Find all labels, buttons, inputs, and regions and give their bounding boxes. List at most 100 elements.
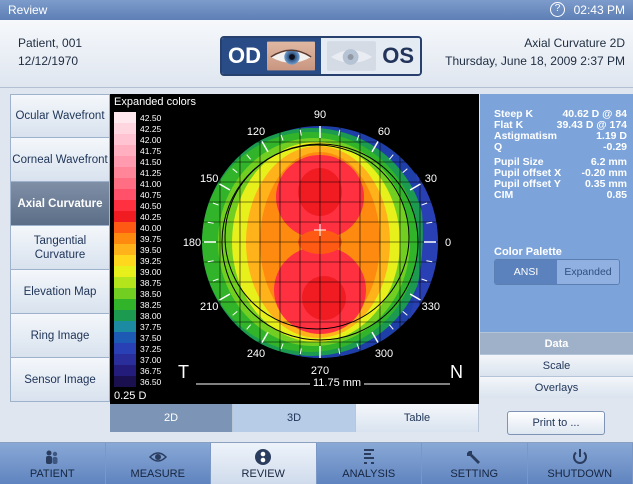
data-value: 39.43 D @ 174 (556, 119, 627, 131)
data-label: Pupil offset Y (494, 178, 561, 190)
tab-2d[interactable]: 2D (110, 404, 233, 432)
data-value: -0.20 mm (581, 167, 627, 179)
data-label: Q (494, 141, 503, 153)
right-eye-image (267, 41, 315, 71)
map-type-nav: Ocular Wavefront Corneal Wavefront Axial… (10, 94, 110, 404)
nav-label: Axial Curvature (17, 197, 103, 210)
nav-ocular-wavefront[interactable]: Ocular Wavefront (10, 94, 110, 138)
scale-swatch (114, 299, 136, 310)
help-icon[interactable]: ? (550, 2, 565, 17)
nav-review-label: REVIEW (241, 467, 285, 480)
angle-label: 270 (311, 365, 329, 377)
nav-label: Tangential Curvature (33, 234, 87, 261)
tab-overlays[interactable]: Overlays (480, 376, 633, 398)
minor-tick (373, 335, 378, 341)
patient-info: Patient, 001 12/12/1970 (18, 34, 82, 70)
people-icon (46, 450, 58, 464)
nav-label: Corneal Wavefront (12, 153, 108, 166)
wrench-icon (467, 450, 481, 464)
scale-swatch (114, 376, 136, 387)
nav-label: Ring Image (30, 329, 90, 342)
scale-step: 0.25 D (114, 390, 147, 402)
map-lobe-lower-core (302, 276, 346, 320)
nav-setting[interactable]: SETTING (422, 443, 528, 484)
scale-value: 37.75 (140, 322, 162, 332)
nav-label: Elevation Map (23, 285, 97, 298)
data-row: Flat K 39.43 D @ 174 (494, 119, 627, 131)
minor-tick (207, 221, 214, 224)
nav-corneal-wavefront[interactable]: Corneal Wavefront (10, 138, 110, 182)
power-icon (572, 448, 587, 464)
angle-label: 300 (375, 348, 393, 360)
angle-label: 0 (445, 237, 451, 249)
scale-swatch (114, 145, 136, 156)
tab-3d[interactable]: 3D (233, 404, 356, 432)
data-value: -0.29 (603, 141, 627, 153)
angle-label: 30 (425, 173, 437, 185)
palette-title: Color Palette (494, 246, 562, 258)
data-row: CIM 0.85 (494, 189, 627, 201)
tab-data[interactable]: Data (480, 332, 633, 354)
minor-tick (426, 260, 433, 263)
eye-os-button[interactable]: OS (321, 38, 420, 74)
minor-tick (262, 143, 267, 149)
scale-swatch (114, 310, 136, 321)
nav-sensor-image[interactable]: Sensor Image (10, 358, 110, 402)
minor-tick (232, 311, 238, 316)
minor-tick (212, 278, 219, 282)
print-button[interactable]: Print to ... (507, 411, 605, 435)
data-value: 1.19 D (596, 130, 627, 142)
minor-tick (389, 324, 394, 330)
minor-tick (389, 154, 394, 160)
data-label: Steep K (494, 108, 534, 120)
palette-ansi-button[interactable]: ANSI (495, 260, 557, 284)
nav-patient[interactable]: PATIENT (0, 443, 106, 484)
scale-swatch (114, 332, 136, 343)
nav-tangential-curvature[interactable]: Tangential Curvature (10, 226, 110, 270)
scale-swatch (114, 200, 136, 211)
scale-title: Expanded colors (114, 96, 196, 108)
view-tabs: 2D 3D Table (110, 404, 479, 432)
nav-shutdown[interactable]: SHUTDOWN (527, 443, 633, 484)
scale-swatch (114, 365, 136, 376)
tab-scale[interactable]: Scale (480, 354, 633, 376)
nav-analysis-label: ANALYSIS (342, 467, 396, 480)
nav-review[interactable]: REVIEW (211, 443, 317, 484)
nav-label: Ocular Wavefront (15, 110, 105, 122)
data-panel: Steep K 40.62 D @ 84 Flat K 39.43 D @ 174 As… (480, 94, 633, 332)
palette-expanded-button[interactable]: Expanded (557, 260, 619, 284)
nav-measure[interactable]: MEASURE (105, 443, 211, 484)
scale-swatch (114, 321, 136, 332)
nav-ring-image[interactable]: Ring Image (10, 314, 110, 358)
scale-value: 40.50 (140, 201, 162, 211)
minor-tick (221, 295, 227, 300)
map-circle (221, 143, 419, 341)
minor-tick (402, 311, 408, 316)
scale-value: 38.25 (140, 300, 162, 310)
minor-tick (356, 343, 360, 350)
nav-analysis[interactable]: ANALYSIS (316, 443, 422, 484)
minor-tick (299, 129, 302, 136)
eye-os-label: OS (382, 43, 414, 68)
topography-map[interactable]: Expanded colors 42.50 42.25 42.00 41.75 41.5… (110, 94, 479, 404)
scale-value: 40.25 (140, 212, 162, 222)
nav-axial-curvature[interactable]: Axial Curvature (10, 182, 110, 226)
scale-value: 41.75 (140, 146, 162, 156)
scale-swatch (114, 244, 136, 255)
main-nav: PATIENT MEASURE REVIEW ANALYSIS SETTING … (0, 442, 633, 484)
angle-label: 120 (247, 126, 265, 138)
eye-od-button[interactable]: OD (222, 38, 321, 74)
scale-value: 37.50 (140, 333, 162, 343)
nav-elevation-map[interactable]: Elevation Map (10, 270, 110, 314)
scale-value: 40.75 (140, 190, 162, 200)
scale-value: 37.00 (140, 355, 162, 365)
minor-tick (373, 143, 378, 149)
scale-swatch (114, 112, 136, 123)
tab-table[interactable]: Table (356, 404, 479, 432)
eye-od-label: OD (228, 43, 261, 68)
scale-value: 40.00 (140, 223, 162, 233)
title-bar: Review ? 02:43 PM (0, 0, 633, 20)
nav-shutdown-label: SHUTDOWN (547, 467, 613, 480)
left-eye-image (327, 41, 377, 71)
scale-value: 38.50 (140, 289, 162, 299)
